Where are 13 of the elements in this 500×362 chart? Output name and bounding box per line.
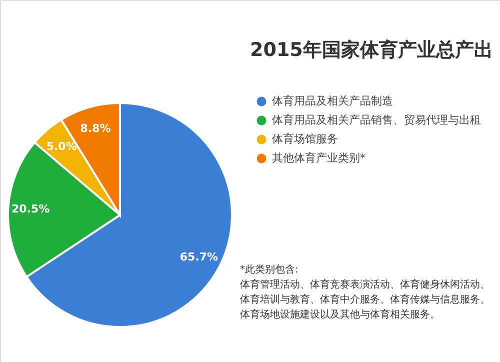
legend-label: 体育用品及相关产品制造 <box>272 94 393 108</box>
text: 体育培训与教育、体育中介服务、体育传媒与信息服务、 <box>240 294 490 306</box>
legend-label: 其他体育产业类别* <box>272 152 366 164</box>
legend-label: 体育场馆服务 <box>272 132 338 146</box>
data-label: 65.7% <box>180 250 218 264</box>
data-label: 8.8% <box>80 122 111 135</box>
legend-label: 体育用品及相关产品销售、贸易代理与出租 <box>272 114 481 126</box>
data-label: 20.5% <box>11 202 50 216</box>
text: *此类别包含: <box>240 264 298 276</box>
text: 体育场地设施建设以及其他与体育相关服务。 <box>240 308 440 320</box>
data-label: 5.0% <box>46 140 77 154</box>
text: 体育管理活动、体育竞赛表演活动、体育健身休闲活动、 <box>240 278 490 290</box>
chart-title: 2015年国家体育产业总产出 <box>250 39 493 61</box>
